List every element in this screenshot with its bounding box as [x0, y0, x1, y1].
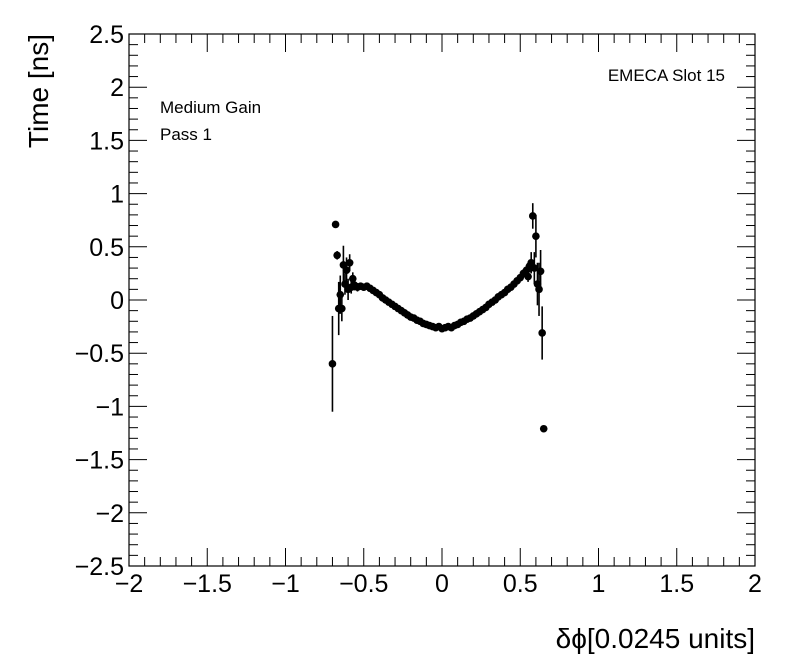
gain-annotation: Medium Gain [160, 98, 261, 117]
pass-annotation: Pass 1 [160, 125, 212, 144]
data-points [328, 203, 548, 433]
slot-annotation: EMECA Slot 15 [608, 66, 725, 85]
data-point [530, 264, 539, 272]
x-tick-label: 2 [748, 570, 762, 598]
x-tick-label: −1.5 [183, 570, 232, 598]
data-point [532, 232, 540, 240]
x-tick-label: 1.5 [659, 570, 694, 598]
y-axis-title: Time [ns] [23, 34, 54, 148]
y-tick-label: −2.5 [75, 553, 124, 581]
x-tick-label: −0.5 [339, 570, 388, 598]
x-tick-labels: −2 −1.5 −1 −0.5 0 0.5 1 1.5 2 [115, 570, 762, 598]
data-point [338, 304, 346, 313]
data-point [524, 272, 532, 281]
data-point [535, 285, 543, 294]
y-tick-label: −0.5 [75, 340, 124, 368]
y-tick-label: 1.5 [89, 127, 124, 155]
x-tick-label: 1 [592, 570, 606, 598]
data-point [348, 274, 357, 283]
y-tick-label: 2 [110, 74, 124, 102]
axis-ticks [128, 33, 756, 567]
data-point [538, 329, 546, 337]
y-tick-label: 1 [110, 181, 124, 209]
x-tick-label: 0.5 [503, 570, 538, 598]
data-point [536, 267, 545, 276]
y-tick-label: −2 [95, 500, 124, 528]
x-tick-label: 0 [435, 570, 449, 598]
data-point [345, 258, 354, 267]
x-axis-title: δϕ[0.0245 units] [556, 623, 755, 654]
data-point [328, 360, 337, 368]
y-tick-label: 2.5 [89, 21, 124, 49]
data-point [342, 266, 351, 275]
data-point [331, 220, 340, 229]
x-tick-label: −2 [115, 570, 144, 598]
data-point [336, 290, 345, 299]
data-point [333, 251, 341, 260]
y-tick-labels: −2.5 −2 −1.5 −1 −0.5 0 0.5 1 1.5 2 2.5 [75, 21, 124, 581]
y-tick-label: 0 [110, 287, 124, 315]
data-point [539, 424, 548, 433]
y-tick-label: −1.5 [75, 447, 124, 475]
data-point [528, 212, 537, 220]
x-tick-label: −1 [271, 570, 300, 598]
y-tick-label: −1 [95, 393, 124, 421]
y-tick-label: 0.5 [89, 234, 124, 262]
